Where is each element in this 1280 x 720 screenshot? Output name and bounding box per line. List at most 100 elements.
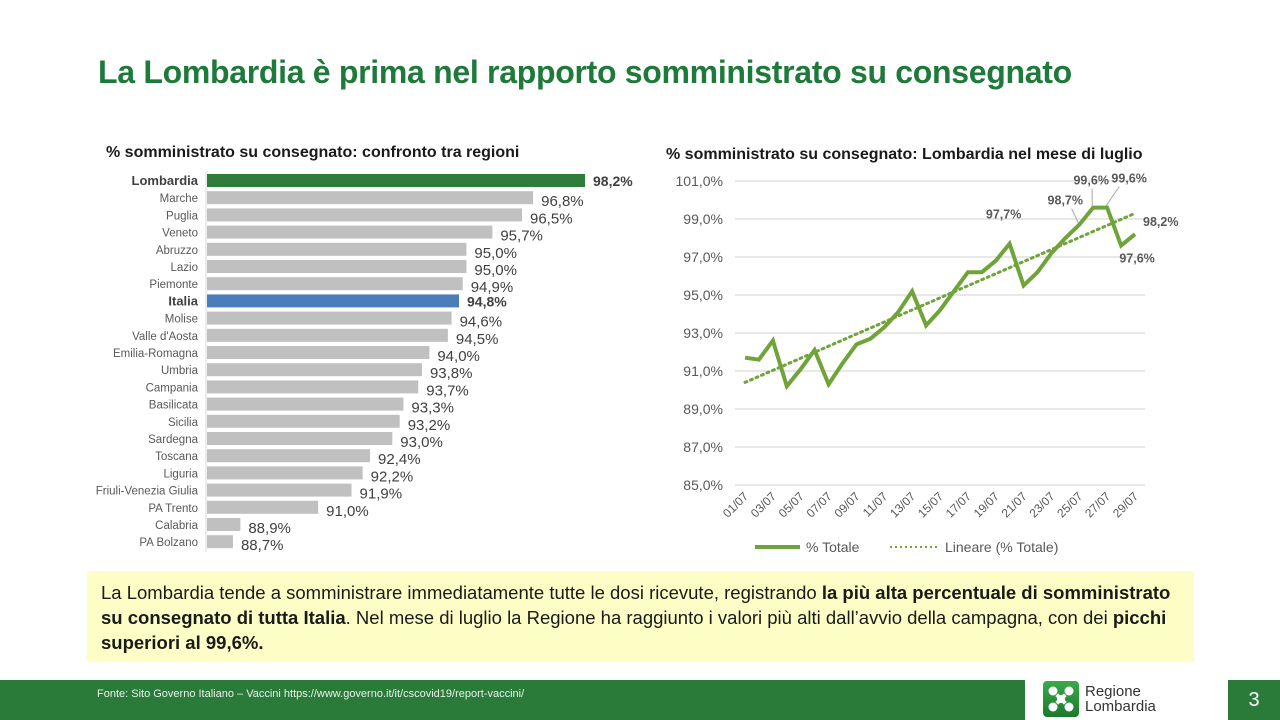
y-tick-label: 89,0% <box>683 401 723 417</box>
bar-umbria <box>207 363 422 377</box>
logo-line-2: Lombardia <box>1085 698 1156 715</box>
bar-category-label: Sardegna <box>148 434 198 446</box>
y-tick-label: 85,0% <box>683 477 723 493</box>
regione-lombardia-logo-icon <box>1043 681 1079 717</box>
bar-category-label: Emilia-Romagna <box>113 348 199 360</box>
x-tick-label: 07/07 <box>804 489 835 520</box>
bar-valle-d-aosta <box>207 328 448 342</box>
bar-value-label: 92,4% <box>378 451 421 468</box>
bar-category-label: Friuli-Venezia Giulia <box>96 486 199 498</box>
y-tick-label: 93,0% <box>683 325 723 341</box>
bar-value-label: 88,9% <box>248 520 291 537</box>
y-tick-label: 91,0% <box>683 363 723 379</box>
y-tick-label: 87,0% <box>683 439 723 455</box>
y-tick-label: 95,0% <box>683 287 723 303</box>
bar-category-label: Toscana <box>155 451 198 463</box>
bar-value-label: 96,5% <box>530 210 573 227</box>
bar-sicilia <box>207 414 400 428</box>
y-tick-label: 97,0% <box>683 249 723 265</box>
note-text-2: . Nel mese di luglio la Regione ha raggi… <box>345 607 1113 628</box>
y-tick-label: 101,0% <box>676 173 723 189</box>
regions-bar-chart: Lombardia 98,2% Marche 96,8% Puglia 96,5% Vene… <box>96 172 633 554</box>
y-tick-label: 99,0% <box>683 211 723 227</box>
trend-line <box>743 211 1137 384</box>
logo-text: Regione Lombardia <box>1085 684 1156 714</box>
bar-value-label: 94,6% <box>460 314 503 331</box>
bar-category-label: Campania <box>146 382 199 394</box>
bar-marche <box>207 191 534 205</box>
page-number: 3 <box>1228 680 1280 720</box>
line-chart-title: % somministrato su consegnato: Lombardia… <box>666 146 1143 163</box>
bar-category-label: Lombardia <box>132 173 199 188</box>
x-tick-label: 05/07 <box>776 489 807 520</box>
x-tick-label: 03/07 <box>748 489 779 520</box>
x-tick-label: 11/07 <box>860 489 891 520</box>
bar-abruzzo <box>207 242 467 256</box>
bar-value-label: 93,2% <box>408 417 451 434</box>
bar-category-label: Piemonte <box>149 279 198 291</box>
data-label: 98,2% <box>1143 215 1178 229</box>
bar-value-label: 95,0% <box>474 245 517 262</box>
bar-category-label: Molise <box>165 314 198 326</box>
bar-sardegna <box>207 432 393 445</box>
bar-value-label: 92,2% <box>371 468 414 485</box>
annotation-leader <box>1105 186 1120 206</box>
bar-category-label: PA Bolzano <box>139 537 198 549</box>
bar-basilicata <box>207 397 404 411</box>
bar-value-label: 91,9% <box>360 486 403 503</box>
x-tick-label: 13/07 <box>887 489 918 520</box>
bar-value-label: 93,7% <box>426 382 469 399</box>
x-tick-label: 09/07 <box>831 489 862 520</box>
data-label: 99,6% <box>1073 174 1108 188</box>
legend-label-trend: Lineare (% Totale) <box>945 539 1058 555</box>
x-tick-label: 15/07 <box>915 489 946 520</box>
data-label: 97,6% <box>1119 252 1154 266</box>
note-text-1: La Lombardia tende a somministrare immed… <box>101 582 822 603</box>
bar-value-label: 88,7% <box>241 537 284 554</box>
bar-value-label: 94,5% <box>456 331 499 348</box>
bar-emilia-romagna <box>207 346 430 359</box>
data-label: 97,7% <box>986 208 1021 222</box>
bar-value-label: 93,3% <box>411 400 454 417</box>
bar-category-label: Umbria <box>161 365 199 377</box>
slide-title: La Lombardia è prima nel rapporto sommin… <box>98 54 1072 90</box>
bar-lazio <box>207 260 467 273</box>
annotation-leader <box>1071 208 1079 223</box>
note-bold-2: picchi superiori al 99,6%. <box>101 607 1167 653</box>
bar-value-label: 93,8% <box>430 365 473 382</box>
source-note: Fonte: Sito Governo Italiano – Vaccini h… <box>97 688 525 700</box>
x-tick-label: 17/07 <box>943 489 974 520</box>
bar-piemonte <box>207 277 463 291</box>
bar-category-label: Lazio <box>171 262 199 274</box>
bar-category-label: PA Trento <box>148 503 198 515</box>
bar-value-label: 95,7% <box>500 228 543 245</box>
bar-category-label: Puglia <box>166 210 199 222</box>
bar-pa-bolzano <box>207 535 233 549</box>
logo-line-1: Regione <box>1085 683 1141 700</box>
summary-note: La Lombardia tende a somministrare immed… <box>87 571 1194 662</box>
bar-category-label: Veneto <box>162 228 198 240</box>
x-tick-label: 23/07 <box>1026 489 1057 520</box>
footer-bar <box>0 680 1025 720</box>
bar-value-label: 93,0% <box>400 434 443 451</box>
bar-category-label: Valle d'Aosta <box>132 331 199 343</box>
bar-value-label: 91,0% <box>326 503 369 520</box>
bar-value-label: 96,8% <box>541 193 584 210</box>
bar-category-label: Marche <box>160 193 198 205</box>
x-tick-label: 19/07 <box>971 489 1002 520</box>
bar-category-label: Calabria <box>155 520 198 532</box>
bar-category-label: Liguria <box>163 468 198 480</box>
data-label: 98,7% <box>1048 194 1083 208</box>
bar-value-label: 95,0% <box>474 262 517 279</box>
bar-value-label: 94,8% <box>467 293 507 309</box>
bar-category-label: Sicilia <box>168 417 199 429</box>
bar-value-label: 94,0% <box>437 348 480 365</box>
bar-calabria <box>207 518 241 531</box>
bar-category-label: Abruzzo <box>156 245 198 257</box>
lombardia-july-line-chart: 85,0% 87,0% 89,0% 91,0% 93,0% 95,0% 97,0% 99,0%… <box>676 172 1179 555</box>
bar-toscana <box>207 449 371 463</box>
bar-liguria <box>207 466 363 480</box>
bar-italia <box>207 294 459 308</box>
bar-veneto <box>207 225 493 239</box>
note-bold-1: la più alta percentuale di somministrato… <box>101 582 1171 628</box>
